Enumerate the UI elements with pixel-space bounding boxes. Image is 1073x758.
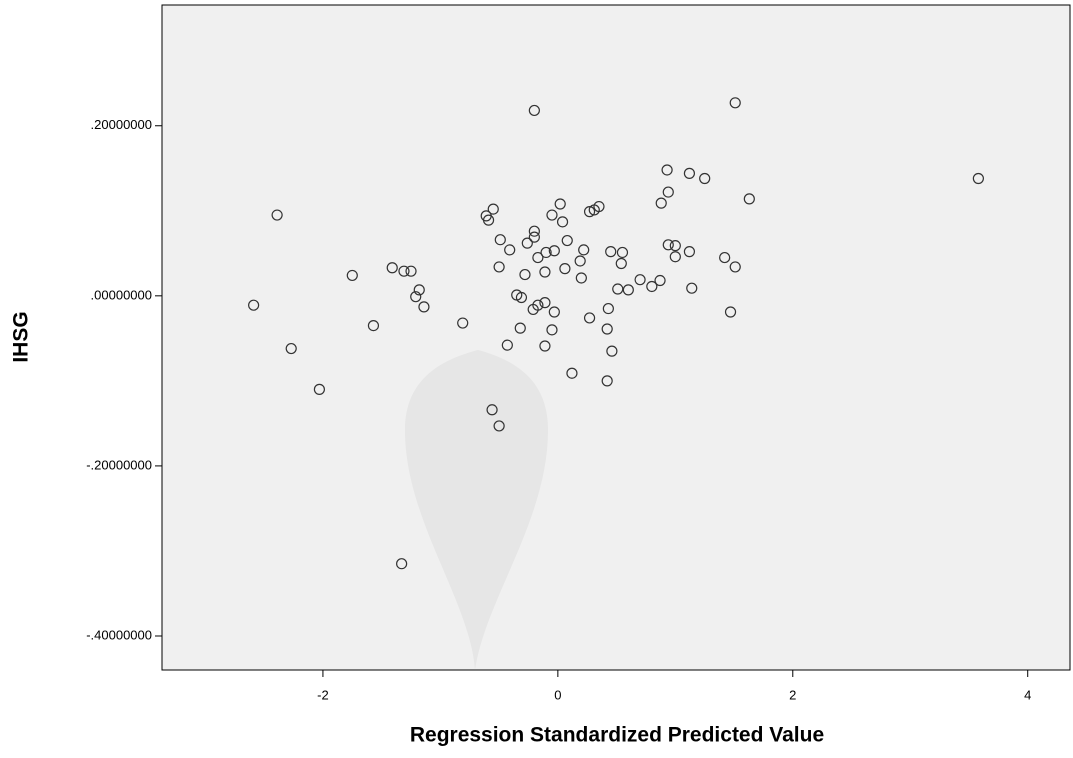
plot-area <box>162 5 1070 670</box>
x-tick-label: 2 <box>789 687 796 702</box>
y-tick-label: .20000000 <box>91 117 152 132</box>
y-tick-label: -.20000000 <box>86 457 152 472</box>
page: {"chart_data": {"type": "scatter", "x_la… <box>0 0 1073 753</box>
y-axis-title: IHSG <box>10 311 33 362</box>
x-tick-label: 4 <box>1024 687 1031 702</box>
x-tick-label: -2 <box>317 687 329 702</box>
x-tick-label: 0 <box>554 687 561 702</box>
x-axis-title: Regression Standardized Predicted Value <box>410 724 824 747</box>
chart: Regression Standardized Predicted Value … <box>0 0 1073 753</box>
y-tick-label: .00000000 <box>91 287 152 302</box>
y-tick-label: -.40000000 <box>86 627 152 642</box>
